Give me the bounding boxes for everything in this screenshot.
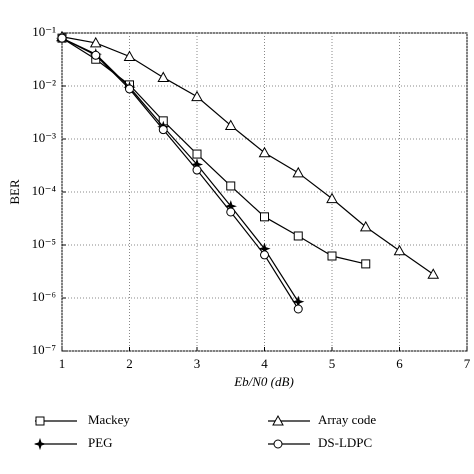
- legend-label: Mackey: [88, 412, 130, 427]
- data-point: [224, 119, 237, 130]
- legend-marker: [273, 439, 283, 449]
- x-tick-label: 6: [396, 356, 403, 371]
- data-point: [158, 125, 168, 135]
- data-point: [393, 244, 406, 256]
- x-tick-label: 2: [126, 356, 133, 371]
- y-tick-label: 10⁻²: [32, 77, 56, 92]
- data-point: [326, 192, 338, 204]
- data-point: [258, 146, 271, 158]
- y-axis-label: BER: [7, 179, 22, 205]
- x-tick-label: 4: [261, 356, 268, 371]
- data-point: [260, 212, 269, 222]
- data-point: [192, 165, 202, 175]
- data-point: [359, 220, 372, 232]
- data-point: [292, 166, 305, 178]
- data-point: [327, 251, 337, 261]
- x-tick-label: 5: [329, 356, 336, 371]
- legend-marker: [272, 414, 284, 426]
- data-point: [293, 231, 303, 241]
- data-point: [57, 33, 67, 43]
- y-tick-label: 10⁻³: [32, 130, 56, 145]
- legend-label: PEG: [88, 435, 113, 450]
- data-point: [157, 71, 170, 82]
- x-axis-label: Eb/N0 (dB): [233, 374, 294, 389]
- legend-marker: [35, 416, 45, 426]
- data-point: [226, 181, 236, 191]
- series-line: [61, 37, 299, 303]
- data-point: [226, 207, 236, 217]
- series-line: [61, 36, 434, 275]
- data-point: [123, 50, 136, 62]
- x-tick-label: 7: [464, 356, 471, 371]
- y-tick-label: 10⁻⁵: [32, 236, 56, 251]
- y-tick-label: 10⁻¹: [32, 24, 56, 39]
- legend-marker: [33, 437, 47, 451]
- data-point: [191, 90, 203, 102]
- series-line: [61, 37, 299, 310]
- legend-label: DS-LDPC: [318, 435, 372, 450]
- y-tick-label: 10⁻⁴: [32, 183, 57, 198]
- legend-label: Array code: [318, 412, 376, 427]
- x-tick-label: 3: [194, 356, 201, 371]
- y-tick-label: 10⁻⁷: [32, 342, 56, 357]
- data-point: [260, 250, 269, 260]
- data-point: [91, 50, 101, 60]
- data-point: [293, 304, 303, 314]
- data-point: [192, 149, 202, 159]
- data-point: [361, 259, 371, 269]
- data-point: [427, 268, 440, 279]
- x-tick-label: 1: [59, 356, 66, 371]
- series-line: [61, 37, 366, 265]
- data-point: [89, 36, 102, 48]
- y-tick-label: 10⁻⁶: [32, 289, 56, 304]
- data-point: [125, 84, 134, 94]
